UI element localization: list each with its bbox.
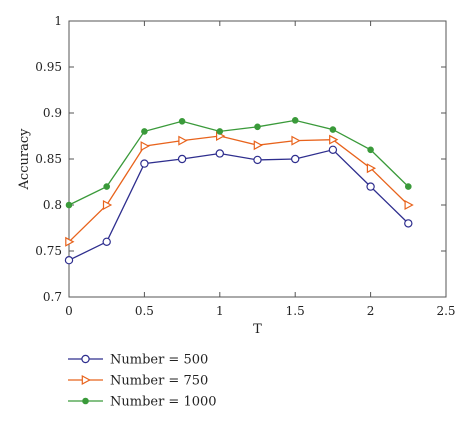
- series-line: [68, 119, 409, 206]
- data-point: [64, 256, 74, 265]
- y-tick-label: 1: [54, 14, 62, 28]
- x-tick-label: 1: [216, 304, 224, 318]
- data-point: [103, 183, 110, 190]
- data-point: [329, 126, 337, 133]
- x-tick-label: 2.5: [436, 304, 455, 318]
- x-axis: 0 0.5 1 1.5 2 2.5: [65, 21, 456, 318]
- data-point: [253, 155, 262, 165]
- legend-item: Number = 500: [68, 353, 208, 368]
- data-point: [404, 199, 414, 211]
- x-tick-label: 0.5: [135, 304, 154, 318]
- series-line: [68, 149, 409, 261]
- data-point: [253, 140, 263, 151]
- data-point: [404, 219, 413, 228]
- legend-marker: [81, 374, 91, 386]
- data-point: [291, 135, 301, 146]
- y-tick-label: 0.7: [43, 290, 62, 304]
- y-tick-label: 0.9: [43, 106, 62, 120]
- x-tick-label: 0: [65, 304, 73, 318]
- data-point: [102, 199, 113, 211]
- data-point: [328, 145, 338, 154]
- data-point: [291, 154, 300, 164]
- series-group: [65, 117, 412, 209]
- data-point: [140, 159, 149, 168]
- data-point: [254, 123, 261, 131]
- data-point: [141, 128, 148, 135]
- data-point: [216, 128, 224, 135]
- data-point: [291, 117, 299, 124]
- data-point: [405, 183, 412, 190]
- data-point: [65, 201, 73, 209]
- series-group: [65, 130, 414, 247]
- data-point: [367, 146, 374, 154]
- y-tick-label: 0.85: [35, 152, 62, 166]
- data-point: [177, 154, 187, 164]
- legend: Number = 500 Number = 750 Number = 1000: [68, 353, 217, 410]
- series-group: [64, 145, 413, 265]
- data-point: [102, 237, 111, 246]
- x-tick-label: 2: [367, 304, 375, 318]
- data-point: [215, 149, 224, 158]
- x-tick-label: 1.5: [286, 304, 305, 318]
- legend-item: Number = 1000: [68, 395, 217, 410]
- data-point: [178, 117, 186, 125]
- x-axis-title: T: [253, 322, 262, 337]
- data-point: [178, 135, 188, 146]
- y-tick-label: 0.8: [43, 198, 62, 212]
- y-tick-label: 0.95: [35, 60, 62, 74]
- legend-label: Number = 1000: [110, 395, 217, 410]
- y-tick-label: 0.75: [35, 244, 62, 258]
- legend-label: Number = 750: [110, 374, 208, 389]
- data-point: [65, 236, 75, 247]
- series-line: [68, 135, 409, 243]
- y-axis-title: Accuracy: [17, 128, 32, 191]
- legend-label: Number = 500: [110, 353, 208, 368]
- series-layer: [64, 117, 414, 265]
- data-point: [366, 163, 377, 174]
- data-point: [140, 141, 150, 152]
- legend-marker: [82, 397, 89, 405]
- legend-marker: [81, 354, 90, 364]
- data-point: [366, 182, 375, 191]
- legend-item: Number = 750: [68, 374, 208, 389]
- data-point: [329, 134, 339, 145]
- y-axis: 0.7 0.75 0.8 0.85 0.9 0.95 1: [35, 14, 446, 304]
